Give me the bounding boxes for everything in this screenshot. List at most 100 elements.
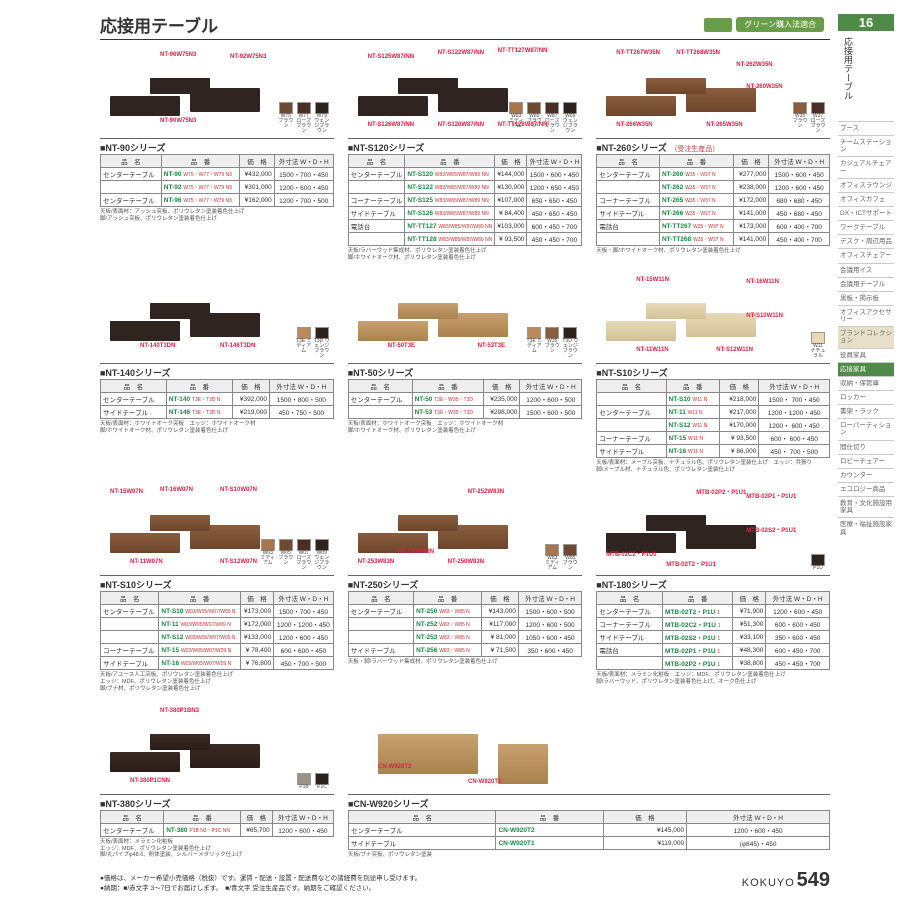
table-cell: ¥301,000 [240, 181, 274, 194]
material-note: 天板/ラバーウッド集成材、ポリウレタン塗装着色仕上げ 脚/ホワイトオーク材、ポリ… [348, 248, 583, 261]
table-header: 品 番 [663, 592, 733, 605]
material-note: 天板/ブナ突板、ポリウレタン塗装 [348, 852, 830, 859]
sidebar-category-item[interactable]: デスク・周辺用品 [838, 234, 894, 248]
table-cell: NT-S125 W83/W85/W87/W89 NN [405, 194, 495, 207]
table-header: 品 名 [101, 592, 159, 605]
product-illustration: CN-W920T2CN-W920T1 [348, 704, 830, 792]
table-row: NT-11 W03/W05/W07/W09 N¥172,0001200・1200… [101, 618, 334, 631]
table-cell: MTB-02P1・P1U 1 [663, 644, 733, 657]
sidebar-category-item[interactable]: オフィスチェアー [838, 248, 894, 262]
material-note: 天板・脚/ラバーウッド集成材、ポリウレタン塗装着色仕上げ [348, 659, 583, 666]
series-heading: ■NT-50シリーズ [348, 363, 583, 379]
sidebar-category-item[interactable]: 教育・文化施設用家具 [838, 496, 894, 517]
series-heading: ■NT-S10シリーズ [100, 575, 334, 591]
table-cell: 1500・600・500 [518, 605, 581, 618]
table-cell [101, 181, 162, 194]
product-illustration: NT-96W75N3NT-92W75N3NT-90W75N3W75 ブラウンW7… [100, 48, 334, 136]
table-header: 品 番 [405, 155, 495, 168]
table-cell: 1500・700・450 [274, 605, 334, 618]
table-cell: ¥48,300 [733, 644, 766, 657]
table-cell: ¥ 78,400 [240, 644, 273, 657]
table-row: センターテーブルNT-250 W83・W85 N¥143,0001500・600… [348, 605, 582, 618]
table-cell: センターテーブル [597, 406, 666, 419]
spec-table: 品 名品 番価 格外寸法 W・D・HセンターテーブルNT-S10 W03/W05… [100, 591, 334, 670]
product-model-label: NT-TT267W35N [616, 50, 660, 56]
sidebar-category-item[interactable]: 医療・福祉施設家具 [838, 517, 894, 538]
sidebar-category-item[interactable]: ブランドコレクション [838, 326, 894, 347]
sidebar-category-item[interactable]: DX・ICTサポート [838, 206, 894, 220]
product-model-label: MTB-02S2・P1U1 [746, 525, 796, 534]
sidebar-category-item[interactable]: ロビーチェアー [838, 454, 894, 468]
table-header: 外寸法 W・D・H [269, 380, 333, 393]
table-cell: コーナーテーブル [101, 644, 159, 657]
table-cell: ¥119,000 [603, 837, 687, 850]
sidebar-category-item[interactable]: ワークテーブル [838, 220, 894, 234]
sidebar-category-item[interactable]: カウンター [838, 468, 894, 482]
table-cell: ¥238,000 [733, 181, 769, 194]
table-header: 価 格 [232, 380, 269, 393]
table-cell: 600・450・700 [766, 644, 830, 657]
table-cell: ¥277,000 [733, 168, 769, 181]
sidebar-category-item[interactable]: カジュアルチェアー [838, 156, 894, 177]
table-cell [597, 181, 660, 194]
table-cell: ¥218,000 [720, 393, 759, 406]
table-header: 外寸法 W・D・H [274, 592, 334, 605]
product-model-label: NT-140T3DN [140, 343, 175, 349]
sidebar-category-item[interactable]: エコロジー商品 [838, 482, 894, 496]
spec-table: 品 名品 番価 格外寸法 W・D・HセンターテーブルNT-140 T3E・T3D… [100, 379, 334, 419]
spec-table: 品 名品 番価 格外寸法 W・D・HセンターテーブルNT-260 W35・W37… [596, 154, 830, 246]
sidebar-category-item[interactable]: 役員家具 [838, 348, 894, 362]
table-cell: ¥235,000 [484, 393, 520, 406]
product-illustration: NT-380P1BN3NT-380P1CNNP1BP1C [100, 704, 334, 792]
table-cell: ¥133,000 [240, 631, 273, 644]
sidebar-category-item[interactable]: オフィスラウンジ [838, 178, 894, 192]
table-cell: 450・700・500 [274, 657, 334, 670]
color-swatches: W03 ミディアムW05 ブラウンW07 ローズブラウンW09 ウェンジブラウン [260, 539, 330, 571]
sidebar-category-item[interactable]: 間仕切り [838, 440, 894, 454]
series-heading: ■NT-140シリーズ [100, 363, 334, 379]
table-cell: センターテーブル [348, 393, 412, 406]
table-row: コーナーテーブルNT-15 W11 N¥ 93,500600・ 600・450 [597, 432, 830, 445]
sidebar-category-item[interactable]: オフィスカフェ [838, 192, 894, 206]
table-cell: 1200・600・450 [272, 824, 333, 837]
sidebar-category-item[interactable]: 会議用テーブル [838, 277, 894, 291]
table-cell: センターテーブル [348, 168, 405, 181]
page-footer: ●価格は、メーカー希望小売価格（税抜）です。運賃・配送・設置・配送費などの諸経費… [100, 869, 830, 892]
table-cell: ¥141,000 [733, 207, 769, 220]
table-row: サイドテーブルNT-S126 W83/W85/W87/W89 NN¥ 84,40… [348, 207, 582, 220]
table-cell: 350・600・450 [518, 644, 581, 657]
table-cell: NT-253 W83・W85 N [414, 631, 482, 644]
table-cell: NT-252 W83・W85 N [414, 618, 482, 631]
sidebar-category-item[interactable]: チームステーション [838, 135, 894, 156]
table-header: 外寸法 W・D・H [766, 592, 830, 605]
sidebar-category-item[interactable]: 収納・保管庫 [838, 376, 894, 390]
product-model-label: NT-250W83N [448, 559, 484, 565]
product-series-section: NT-252W83NNT-253W83NNT-250W83NNT-256W83N… [348, 485, 583, 692]
product-model-label: NT-265W35N [706, 122, 742, 128]
table-cell: 1500・600・450 [769, 168, 830, 181]
sidebar-category-item[interactable]: ローパーティション [838, 418, 894, 439]
sidebar-category-item[interactable]: オフィスアクセサリー [838, 305, 894, 326]
product-model-label: NT-96W75N3 [160, 52, 196, 58]
product-model-label: NT-11W07N [130, 559, 163, 565]
table-row: コーナーテーブルMTB-02C2・P1U 1¥51,300600・600・450 [597, 618, 830, 631]
table-cell [597, 233, 660, 246]
sidebar-category-item[interactable]: 応接家具 [838, 362, 894, 376]
table-cell: NT-TT127 W83/W85/W87/W89 NN [405, 220, 495, 233]
table-cell: 1200・600・500 [518, 618, 581, 631]
table-header: 品 名 [101, 811, 164, 824]
sidebar-category-item[interactable]: 会議用イス [838, 263, 894, 277]
sidebar-category-item[interactable]: 書架・ラック [838, 404, 894, 418]
sidebar-category-item[interactable]: ロッカー [838, 390, 894, 404]
table-header: 価 格 [240, 592, 273, 605]
table-cell: NT-TT267 W35・W37 N [659, 220, 733, 233]
product-model-label: NT-253W83N [358, 559, 394, 565]
sidebar-category-item[interactable]: ブース [838, 121, 894, 135]
product-series-section: NT-15W07NNT-16W07NNT-S10W07NNT-11W07NNT-… [100, 485, 334, 692]
table-row: 電話台NT-TT127 W83/W85/W87/W89 NN¥103,00060… [348, 220, 582, 233]
table-cell: ¥144,000 [495, 168, 527, 181]
sidebar-category-item[interactable]: 黒板・掲示板 [838, 291, 894, 305]
color-swatches: W75 ブラウンW77 ローズブラウンW79 ウェンジブラウン [278, 102, 330, 134]
product-model-label: NT-TT268W35N [676, 50, 720, 56]
table-cell: ¥71,900 [733, 605, 766, 618]
